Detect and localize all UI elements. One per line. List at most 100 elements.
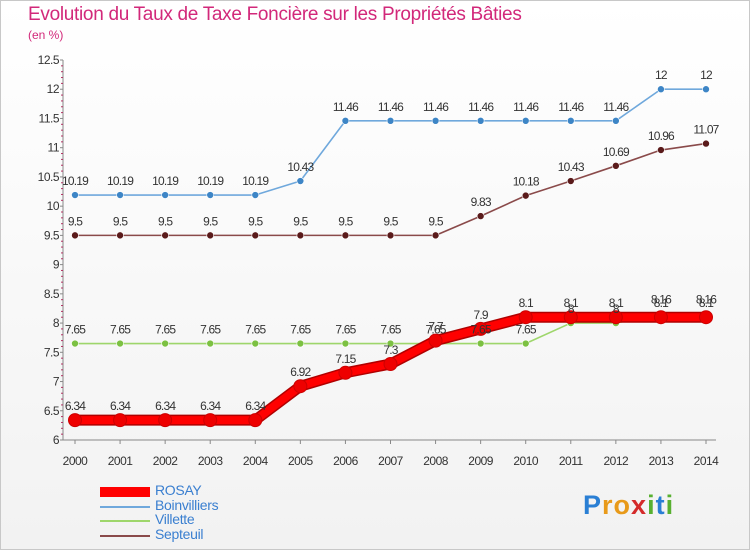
series-rosay-point xyxy=(203,413,218,428)
series-septeuil-label: 9.5 xyxy=(248,214,263,228)
series-boinvilliers-point xyxy=(612,117,620,125)
series-villette-label: 7.65 xyxy=(155,323,176,337)
series-villette-label: 7.65 xyxy=(471,323,492,337)
logo-letter: P xyxy=(583,490,603,520)
series-villette-point xyxy=(341,339,350,348)
y-tick-label: 6 xyxy=(53,433,60,447)
series-boinvilliers-point xyxy=(206,191,215,199)
series-villette-label: 7.65 xyxy=(110,323,131,337)
series-villette-point xyxy=(476,339,485,348)
series-septeuil-point xyxy=(161,231,169,240)
series-boinvilliers xyxy=(71,85,710,199)
series-septeuil-label: 9.5 xyxy=(383,214,398,228)
x-tick-label: 2000 xyxy=(63,454,89,468)
series-layer xyxy=(68,85,713,428)
logo-letter: t xyxy=(655,490,666,520)
x-tick-label: 2005 xyxy=(288,454,314,468)
legend-swatch xyxy=(100,487,150,497)
series-villette-label: 8.16 xyxy=(651,293,672,307)
x-tick-label: 2002 xyxy=(153,454,179,468)
x-tick-label: 2004 xyxy=(243,454,269,468)
series-villette-point xyxy=(71,339,79,348)
series-boinvilliers-label: 10.19 xyxy=(152,174,179,188)
series-boinvilliers-label: 10.19 xyxy=(242,174,269,188)
series-rosay-label: 6.34 xyxy=(110,399,131,413)
series-boinvilliers-label: 11.46 xyxy=(603,100,629,114)
x-tick-label: 2011 xyxy=(559,454,584,468)
series-boinvilliers-label: 10.19 xyxy=(107,174,134,188)
series-rosay-label: 6.34 xyxy=(65,399,86,413)
y-tick-label: 7.5 xyxy=(44,345,60,359)
y-tick-label: 6.5 xyxy=(44,404,60,418)
series-rosay-point xyxy=(248,413,263,428)
series-septeuil xyxy=(71,139,710,240)
y-tick-label: 11 xyxy=(48,141,60,155)
y-tick-label: 7 xyxy=(53,375,60,389)
x-tick-label: 2006 xyxy=(333,454,359,468)
series-rosay-label: 8.1 xyxy=(564,296,579,310)
series-boinvilliers-point xyxy=(251,191,260,199)
series-rosay-point xyxy=(428,333,443,348)
series-rosay-point xyxy=(158,413,173,428)
unit-label: (en %) xyxy=(28,28,64,42)
x-tick-label: 2007 xyxy=(378,454,404,468)
series-rosay-point xyxy=(383,357,398,371)
series-rosay-label: 6.92 xyxy=(290,365,311,379)
series-septeuil-point xyxy=(476,212,485,220)
y-tick-label: 12 xyxy=(47,82,60,96)
series-villette-label: 8 xyxy=(613,302,620,316)
series-rosay-point xyxy=(113,413,128,428)
y-tick-label: 11.5 xyxy=(39,111,60,125)
series-rosay-point xyxy=(68,413,82,428)
series-septeuil-label: 10.43 xyxy=(558,160,585,174)
series-boinvilliers-label: 11.46 xyxy=(468,100,494,114)
series-rosay-point xyxy=(293,379,308,394)
series-septeuil-label: 9.5 xyxy=(338,214,353,228)
series-septeuil-label: 9.5 xyxy=(113,214,128,228)
legend-label: ROSAY xyxy=(155,482,202,498)
series-septeuil-point xyxy=(341,231,350,240)
data-labels: 10.19 10.19 10.19 10.19 10.19 10.43 11.46 11.46… xyxy=(62,68,721,413)
x-tick-label: 2014 xyxy=(694,454,720,468)
series-septeuil-point xyxy=(206,231,215,240)
x-tick-label: 2001 xyxy=(108,454,134,468)
series-boinvilliers-point xyxy=(566,117,575,125)
series-septeuil-point xyxy=(386,231,395,240)
series-rosay-label: 8.1 xyxy=(519,296,534,310)
series-rosay-point xyxy=(608,310,623,325)
logo-letter: i xyxy=(647,490,656,520)
series-boinvilliers-point xyxy=(386,117,395,125)
series-boinvilliers-label: 11.46 xyxy=(513,100,539,114)
series-villette-label: 7.65 xyxy=(245,323,266,337)
x-tick-label: 2008 xyxy=(423,454,449,468)
series-rosay-label: 6.34 xyxy=(155,399,176,413)
y-tick-label: 9 xyxy=(53,258,60,272)
series-boinvilliers-label: 12 xyxy=(700,68,713,82)
legend-label: Boinvilliers xyxy=(155,496,219,513)
series-rosay-label: 6.34 xyxy=(200,399,221,413)
proxiti-logo: Proxiti xyxy=(583,490,674,521)
series-septeuil-label: 9.5 xyxy=(293,214,308,228)
series-villette-label: 7.65 xyxy=(290,323,311,337)
logo-letter: i xyxy=(665,490,675,520)
y-tick-label: 8 xyxy=(53,316,60,330)
series-boinvilliers-point xyxy=(657,85,665,94)
series-villette-label: 8 xyxy=(568,302,575,316)
series-villette-label: 7.65 xyxy=(425,323,446,337)
series-rosay-label: 7.7 xyxy=(428,320,443,334)
series-rosay-label: 6.34 xyxy=(245,399,266,413)
series-villette-point xyxy=(161,339,169,348)
logo-letter: r xyxy=(602,490,614,520)
x-tick-label: 2010 xyxy=(513,454,539,468)
series-septeuil-point xyxy=(71,231,79,240)
series-villette-label: 7.65 xyxy=(516,323,537,337)
series-boinvilliers-label: 10.43 xyxy=(287,160,314,174)
series-septeuil-point xyxy=(657,146,665,154)
y-tick-label: 8.5 xyxy=(44,287,60,301)
series-septeuil-point xyxy=(116,231,124,240)
series-villette-label: 7.65 xyxy=(335,323,356,337)
series-boinvilliers-point xyxy=(521,117,530,125)
series-rosay xyxy=(68,310,713,428)
y-tick-label: 12.5 xyxy=(38,53,60,67)
series-villette-point xyxy=(206,339,215,348)
